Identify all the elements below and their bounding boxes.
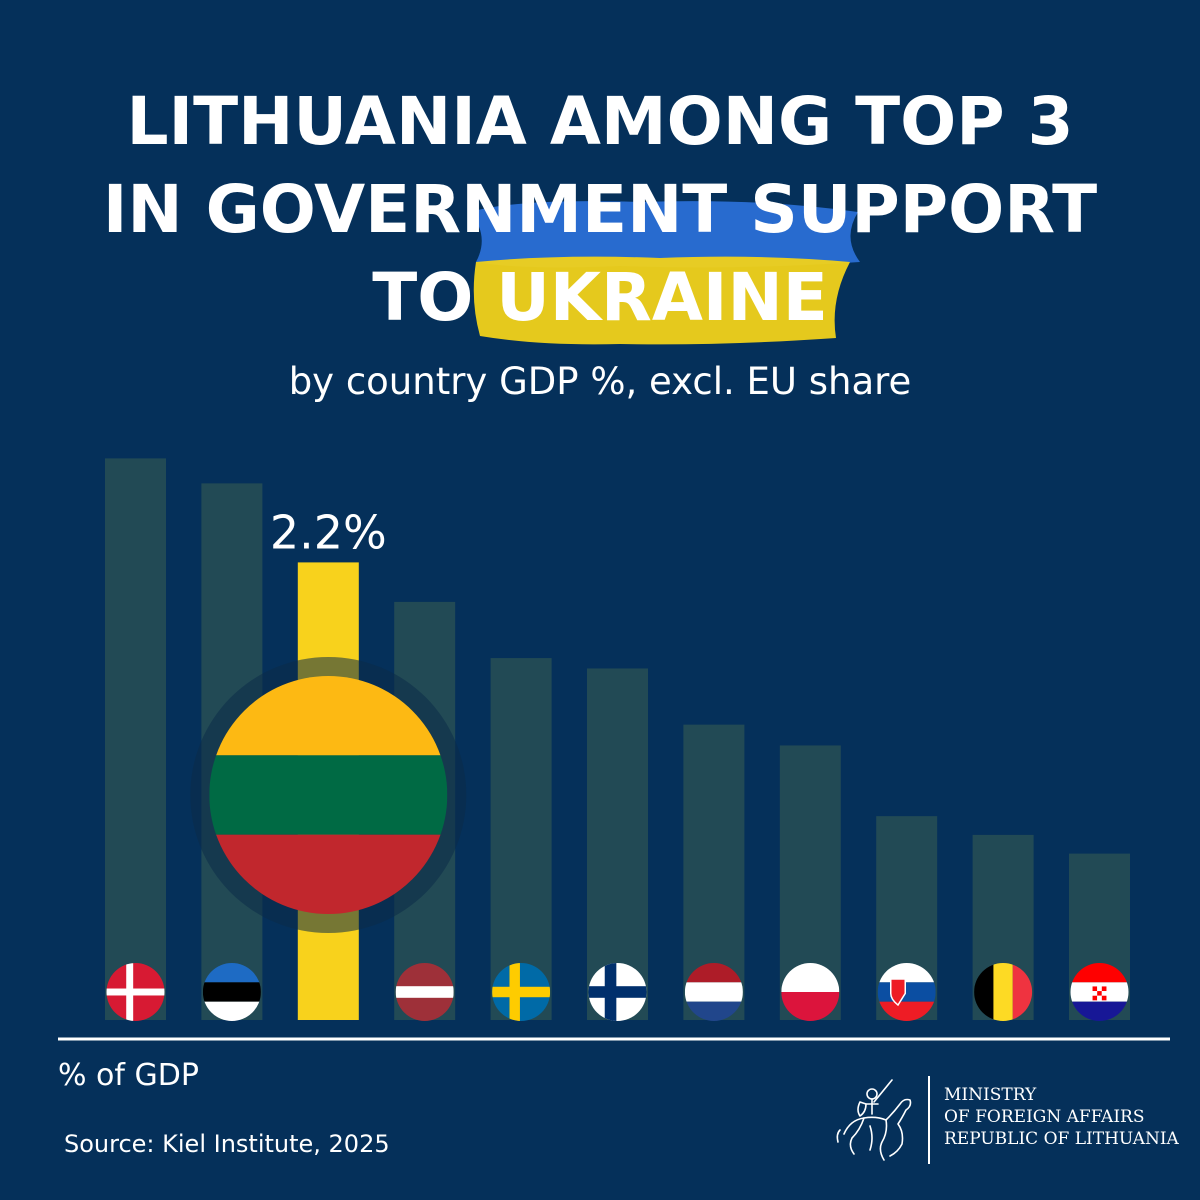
flag-slovakia-icon bbox=[877, 963, 936, 1021]
ministry-logo: MINISTRY OF FOREIGN AFFAIRS REPUBLIC OF … bbox=[830, 1072, 1180, 1172]
ministry-line-1: MINISTRY bbox=[944, 1085, 1037, 1105]
title-line-2: IN GOVERNMENT SUPPORT bbox=[102, 171, 1098, 248]
page-title: LITHUANIA AMONG TOP 3 IN GOVERNMENT SUPP… bbox=[0, 78, 1200, 342]
flag-sweden-icon bbox=[492, 963, 551, 1021]
title-line-1: LITHUANIA AMONG TOP 3 bbox=[126, 83, 1074, 160]
ministry-line-2: OF FOREIGN AFFAIRS bbox=[944, 1107, 1145, 1127]
vytis-emblem-icon bbox=[836, 1079, 912, 1161]
subtitle: by country GDP %, excl. EU share bbox=[288, 360, 912, 403]
data-label-lithuania: 2.2% bbox=[270, 505, 387, 559]
ministry-name: MINISTRY OF FOREIGN AFFAIRS REPUBLIC OF … bbox=[944, 1084, 1179, 1150]
bar-finland bbox=[587, 668, 648, 1020]
logo-divider bbox=[928, 1076, 930, 1164]
flag-netherlands-icon bbox=[684, 963, 743, 1021]
title-line-3: TO UKRAINE bbox=[0, 254, 1200, 342]
y-axis-label: % of GDP bbox=[58, 1058, 199, 1093]
source-note: Source: Kiel Institute, 2025 bbox=[64, 1130, 390, 1158]
flag-denmark-icon bbox=[106, 963, 165, 1021]
flag-croatia-icon bbox=[1070, 963, 1129, 1021]
flag-lithuania-icon bbox=[209, 676, 448, 914]
bar-denmark bbox=[105, 458, 166, 1020]
flag-finland-icon bbox=[588, 963, 647, 1021]
bar-sweden bbox=[490, 658, 552, 1020]
flag-latvia-icon bbox=[395, 963, 454, 1021]
title-line-3-prefix: TO bbox=[372, 259, 497, 336]
ukraine-brush-stroke bbox=[470, 201, 860, 345]
flag-estonia-icon bbox=[202, 963, 261, 1021]
ministry-line-3: REPUBLIC OF LITHUANIA bbox=[944, 1129, 1179, 1149]
title-highlight-ukraine: UKRAINE bbox=[496, 259, 828, 336]
flag-belgium-icon bbox=[974, 963, 1033, 1021]
